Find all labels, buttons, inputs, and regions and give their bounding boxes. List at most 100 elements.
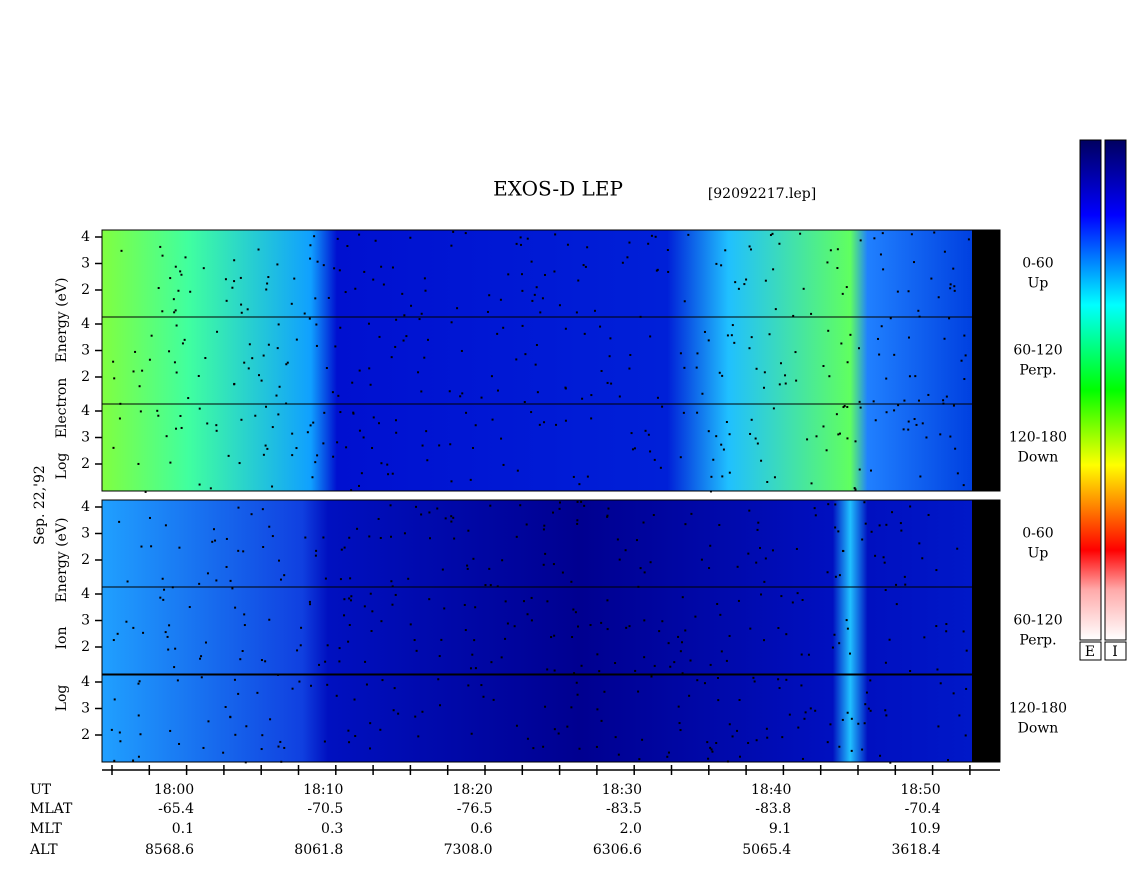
noise (165, 524, 167, 526)
noise (857, 723, 859, 725)
noise (501, 559, 503, 561)
noise (607, 628, 609, 630)
noise (241, 312, 243, 314)
noise (638, 758, 640, 760)
noise (629, 625, 631, 627)
panel-range: 120-180 (1009, 430, 1067, 446)
noise (523, 600, 525, 602)
noise (349, 624, 351, 626)
noise (278, 323, 280, 325)
noise (731, 334, 733, 336)
noise (531, 300, 533, 302)
noise (712, 459, 714, 461)
noise (945, 630, 947, 632)
noise (177, 679, 179, 681)
noise (323, 264, 325, 266)
noise (368, 367, 370, 369)
noise (472, 558, 474, 560)
noise (961, 360, 963, 362)
noise (119, 731, 121, 733)
noise (542, 746, 544, 748)
noise (369, 747, 371, 749)
y-tick-label: 2 (81, 639, 90, 655)
noise (622, 262, 624, 264)
noise (766, 728, 768, 730)
noise (426, 459, 428, 461)
noise (885, 589, 887, 591)
noise (530, 411, 532, 413)
noise (634, 670, 636, 672)
noise (159, 597, 161, 599)
noise (750, 248, 752, 250)
noise (775, 308, 777, 310)
noise (278, 560, 280, 562)
noise (883, 556, 885, 558)
noise (680, 352, 682, 354)
noise (814, 710, 816, 712)
noise (275, 395, 277, 397)
noise (451, 321, 453, 323)
noise (759, 547, 761, 549)
noise (176, 372, 178, 374)
noise (300, 644, 302, 646)
noise (748, 347, 750, 349)
noise (944, 338, 946, 340)
mlt-value: 0.1 (172, 821, 194, 837)
noise (631, 432, 633, 434)
noise (261, 659, 263, 661)
noise (268, 344, 270, 346)
noise (296, 649, 298, 651)
noise (617, 538, 619, 540)
noise (654, 459, 656, 461)
noise (781, 736, 783, 738)
noise (701, 393, 703, 395)
noise (150, 545, 152, 547)
noise (696, 367, 698, 369)
noise (914, 418, 916, 420)
noise (390, 504, 392, 506)
noise (773, 407, 775, 409)
noise (403, 340, 405, 342)
noise (504, 638, 506, 640)
noise (309, 601, 311, 603)
noise (395, 419, 397, 421)
noise (842, 550, 844, 552)
noise (347, 730, 349, 732)
noise (919, 316, 921, 318)
noise (937, 725, 939, 727)
noise (381, 679, 383, 681)
noise (808, 654, 810, 656)
noise (581, 665, 583, 667)
noise (249, 343, 251, 345)
noise (719, 614, 721, 616)
spectrogram (102, 675, 972, 762)
noise (963, 630, 965, 632)
noise (310, 424, 312, 426)
noise (349, 577, 351, 579)
noise (409, 237, 411, 239)
noise (866, 692, 868, 694)
noise (577, 626, 579, 628)
noise (437, 678, 439, 680)
noise (763, 639, 765, 641)
noise (802, 599, 804, 601)
noise (933, 232, 935, 234)
noise (815, 514, 817, 516)
noise (578, 483, 580, 485)
noise (870, 710, 872, 712)
noise (645, 430, 647, 432)
noise (917, 310, 919, 312)
noise (526, 523, 528, 525)
spectrogram (102, 230, 972, 317)
noise (200, 655, 202, 657)
noise (966, 650, 968, 652)
alt-value: 7308.0 (444, 842, 493, 858)
noise (690, 660, 692, 662)
mlat-value: -70.4 (905, 801, 941, 817)
noise (770, 234, 772, 236)
noise (711, 751, 713, 753)
noise (606, 599, 608, 601)
noise (965, 354, 967, 356)
noise (696, 412, 698, 414)
ut-value: 18:20 (452, 782, 492, 798)
